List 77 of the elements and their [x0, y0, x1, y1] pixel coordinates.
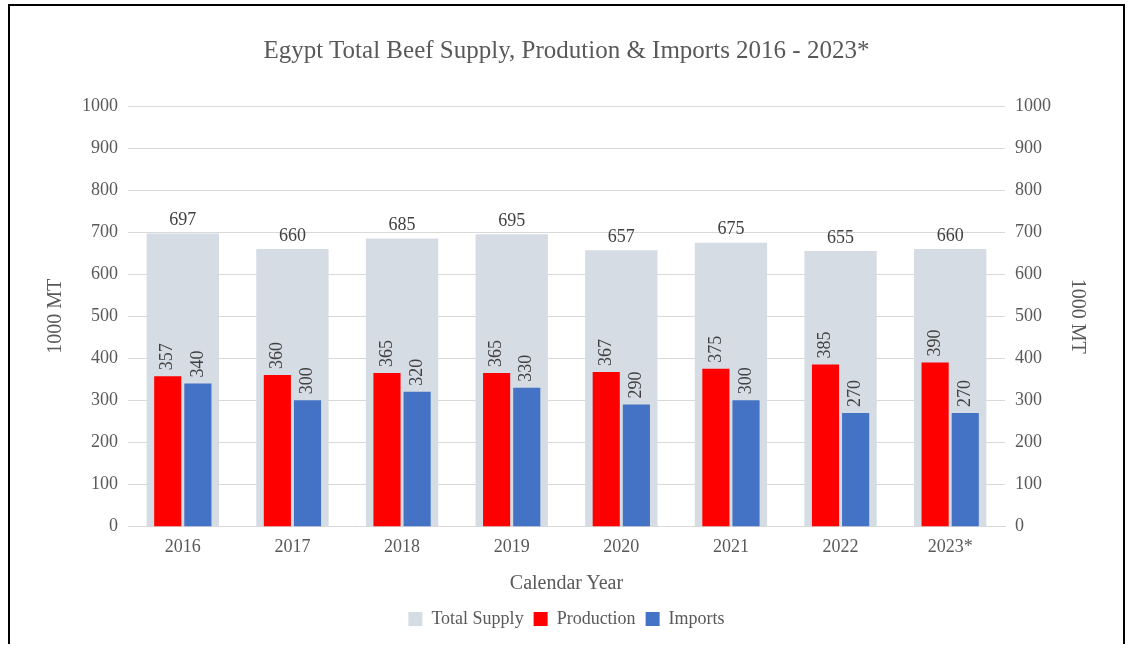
bar [732, 400, 760, 527]
x-tick-label: 2021 [712, 535, 749, 556]
data-label: 390 [923, 329, 944, 357]
data-label: 655 [827, 226, 855, 247]
bar [293, 400, 322, 527]
y-tick-label: 400 [91, 346, 118, 367]
bar [842, 412, 870, 527]
bar [951, 412, 979, 527]
y-tick-label: 300 [91, 389, 118, 410]
x-tick-label: 2020 [603, 535, 640, 556]
data-label: 320 [405, 358, 426, 386]
bar [702, 368, 730, 527]
data-label: 365 [485, 339, 506, 367]
x-tick-label: 2016 [164, 535, 201, 556]
y2-tick-label: 1000 [1015, 94, 1051, 115]
y-tick-label: 700 [91, 220, 118, 241]
x-tick-label: 2017 [274, 535, 311, 556]
x-tick-label: 2023* [927, 535, 973, 556]
bar [483, 372, 511, 527]
bar [592, 372, 620, 527]
y2-tick-label: 500 [1015, 304, 1042, 325]
data-label: 290 [625, 371, 646, 399]
y-axis-title: 1000 MT [43, 278, 66, 354]
x-tick-label: 2022 [822, 535, 859, 556]
y-tick-label: 600 [91, 262, 118, 283]
bar [373, 372, 401, 527]
data-label: 685 [388, 214, 416, 235]
y2-tick-label: 800 [1015, 178, 1042, 199]
y2-tick-label: 0 [1015, 515, 1024, 536]
y-tick-label: 100 [91, 473, 118, 494]
y2-axis-title: 1000 MT [1067, 278, 1090, 354]
legend-label: Production [556, 607, 636, 628]
y-tick-label: 800 [91, 178, 118, 199]
bar [921, 362, 949, 527]
y-tick-label: 900 [91, 136, 118, 157]
data-label: 357 [156, 343, 177, 371]
data-label: 300 [296, 367, 317, 395]
y2-tick-label: 100 [1015, 473, 1042, 494]
y-tick-label: 200 [91, 431, 118, 452]
data-label: 365 [375, 339, 396, 367]
y-tick-label: 500 [91, 304, 118, 325]
y2-tick-label: 700 [1015, 220, 1042, 241]
data-label: 270 [844, 379, 865, 407]
data-label: 385 [814, 331, 835, 359]
data-label: 340 [186, 350, 207, 378]
legend-label: Total Supply [431, 607, 524, 628]
data-label: 367 [594, 339, 615, 367]
y-tick-label: 0 [109, 515, 118, 536]
y2-tick-label: 900 [1015, 136, 1042, 157]
bar [184, 383, 212, 527]
data-label: 675 [717, 218, 745, 239]
bar [513, 387, 541, 527]
y2-tick-label: 200 [1015, 431, 1042, 452]
bar [154, 376, 182, 527]
data-label: 360 [266, 342, 287, 370]
data-label: 300 [734, 367, 755, 395]
bar [622, 404, 650, 527]
data-label: 375 [704, 335, 725, 363]
bar [263, 375, 291, 527]
y2-tick-label: 600 [1015, 262, 1042, 283]
data-label: 660 [936, 224, 964, 245]
data-label: 697 [169, 209, 197, 230]
data-label: 657 [607, 225, 635, 246]
bar [811, 364, 840, 527]
data-label: 695 [498, 209, 526, 230]
y2-tick-label: 300 [1015, 389, 1042, 410]
data-label: 660 [278, 224, 306, 245]
data-label: 330 [515, 354, 536, 382]
bar [403, 391, 431, 527]
chart-title: Egypt Total Beef Supply, Prodution & Imports 2016 - 2023* [263, 35, 870, 63]
data-label: 270 [954, 379, 974, 407]
legend-label: Imports [668, 607, 725, 628]
y2-tick-label: 400 [1015, 346, 1042, 367]
x-axis-title: Calendar Year [509, 571, 624, 594]
x-tick-label: 2018 [384, 535, 421, 556]
x-tick-label: 2019 [493, 535, 530, 556]
y-tick-label: 1000 [82, 94, 118, 115]
